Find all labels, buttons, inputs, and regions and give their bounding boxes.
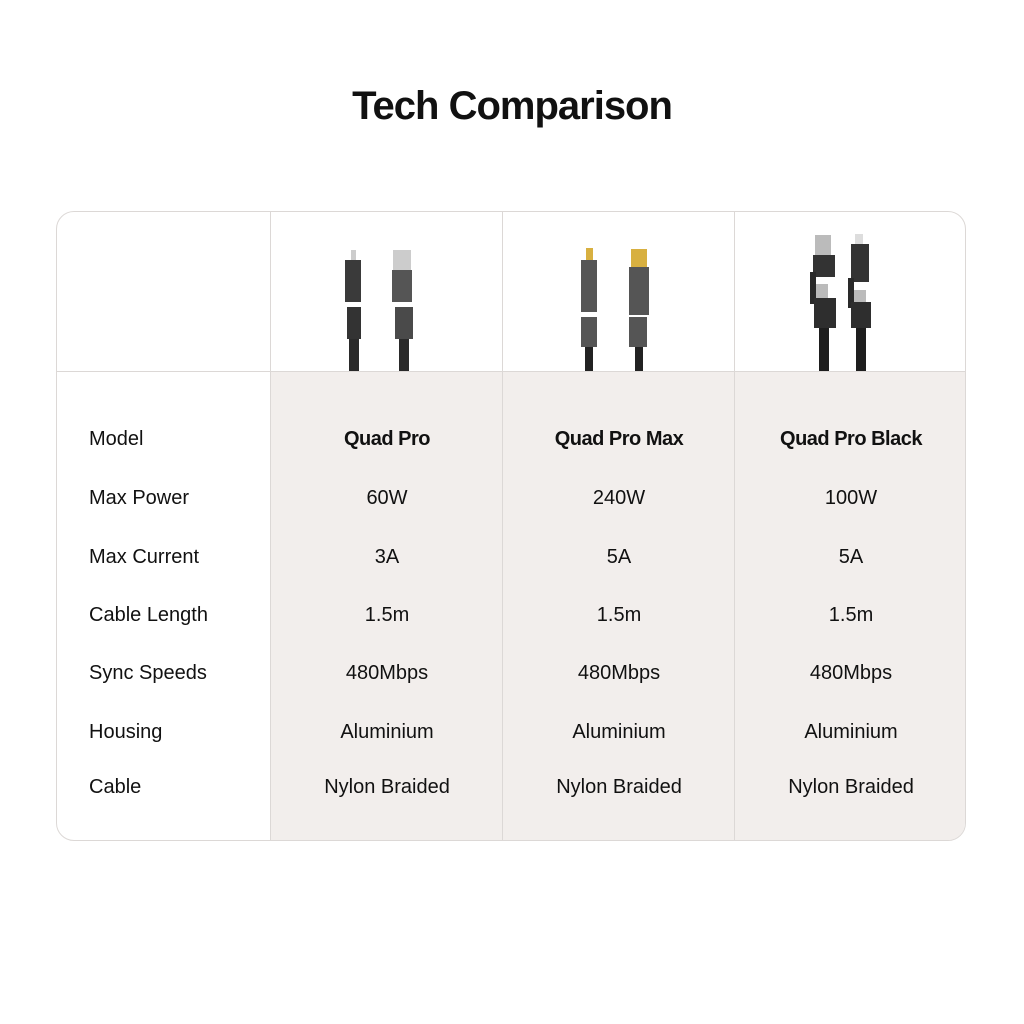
cell: Nylon Braided — [788, 776, 914, 798]
row-label: Max Current — [89, 546, 200, 568]
cell: 3A — [374, 546, 400, 568]
cell: 5A — [606, 546, 632, 568]
table-row: Sync Speeds 480Mbps 480Mbps 480Mbps — [57, 658, 965, 688]
cell: 100W — [824, 487, 878, 509]
cell: 5A — [838, 546, 864, 568]
cell: 480Mbps — [345, 662, 429, 684]
quad-pro-max-cable-image — [503, 212, 735, 371]
table-row: Housing Aluminium Aluminium Aluminium — [57, 717, 965, 747]
table-row: Model Quad Pro Quad Pro Max Quad Pro Bla… — [57, 424, 965, 454]
cell: Nylon Braided — [324, 776, 450, 798]
cell: Aluminium — [572, 721, 666, 743]
cell: 1.5m — [596, 604, 642, 626]
table-row: Cable Length 1.5m 1.5m 1.5m — [57, 600, 965, 630]
cell: 1.5m — [828, 604, 874, 626]
row-label: Max Power — [89, 487, 190, 509]
row-label: Model — [89, 428, 144, 450]
cell: Aluminium — [340, 721, 434, 743]
cell: 480Mbps — [577, 662, 661, 684]
row-label: Sync Speeds — [89, 662, 207, 684]
table-row: Max Current 3A 5A 5A — [57, 542, 965, 572]
row-label: Cable Length — [89, 604, 208, 626]
cell: Quad Pro Max — [554, 428, 684, 450]
cell: 1.5m — [364, 604, 410, 626]
cell: 480Mbps — [809, 662, 893, 684]
divider — [502, 212, 503, 840]
cell: Quad Pro — [343, 428, 431, 450]
cell: Nylon Braided — [556, 776, 682, 798]
cell: 240W — [592, 487, 646, 509]
quad-pro-cable-image — [271, 212, 503, 371]
divider — [57, 371, 965, 372]
divider — [734, 212, 735, 840]
row-label: Cable — [89, 776, 142, 798]
table-row: Max Power 60W 240W 100W — [57, 483, 965, 513]
comparison-table: Model Quad Pro Quad Pro Max Quad Pro Bla… — [56, 211, 966, 841]
quad-pro-black-cable-image — [735, 212, 965, 371]
table-shaded-area — [270, 371, 965, 840]
cell: Aluminium — [804, 721, 898, 743]
cell: 60W — [366, 487, 408, 509]
page-title: Tech Comparison — [352, 84, 673, 128]
table-row: Cable Nylon Braided Nylon Braided Nylon … — [57, 772, 965, 802]
divider — [270, 212, 271, 840]
cell: Quad Pro Black — [780, 428, 922, 450]
row-label: Housing — [89, 721, 163, 743]
